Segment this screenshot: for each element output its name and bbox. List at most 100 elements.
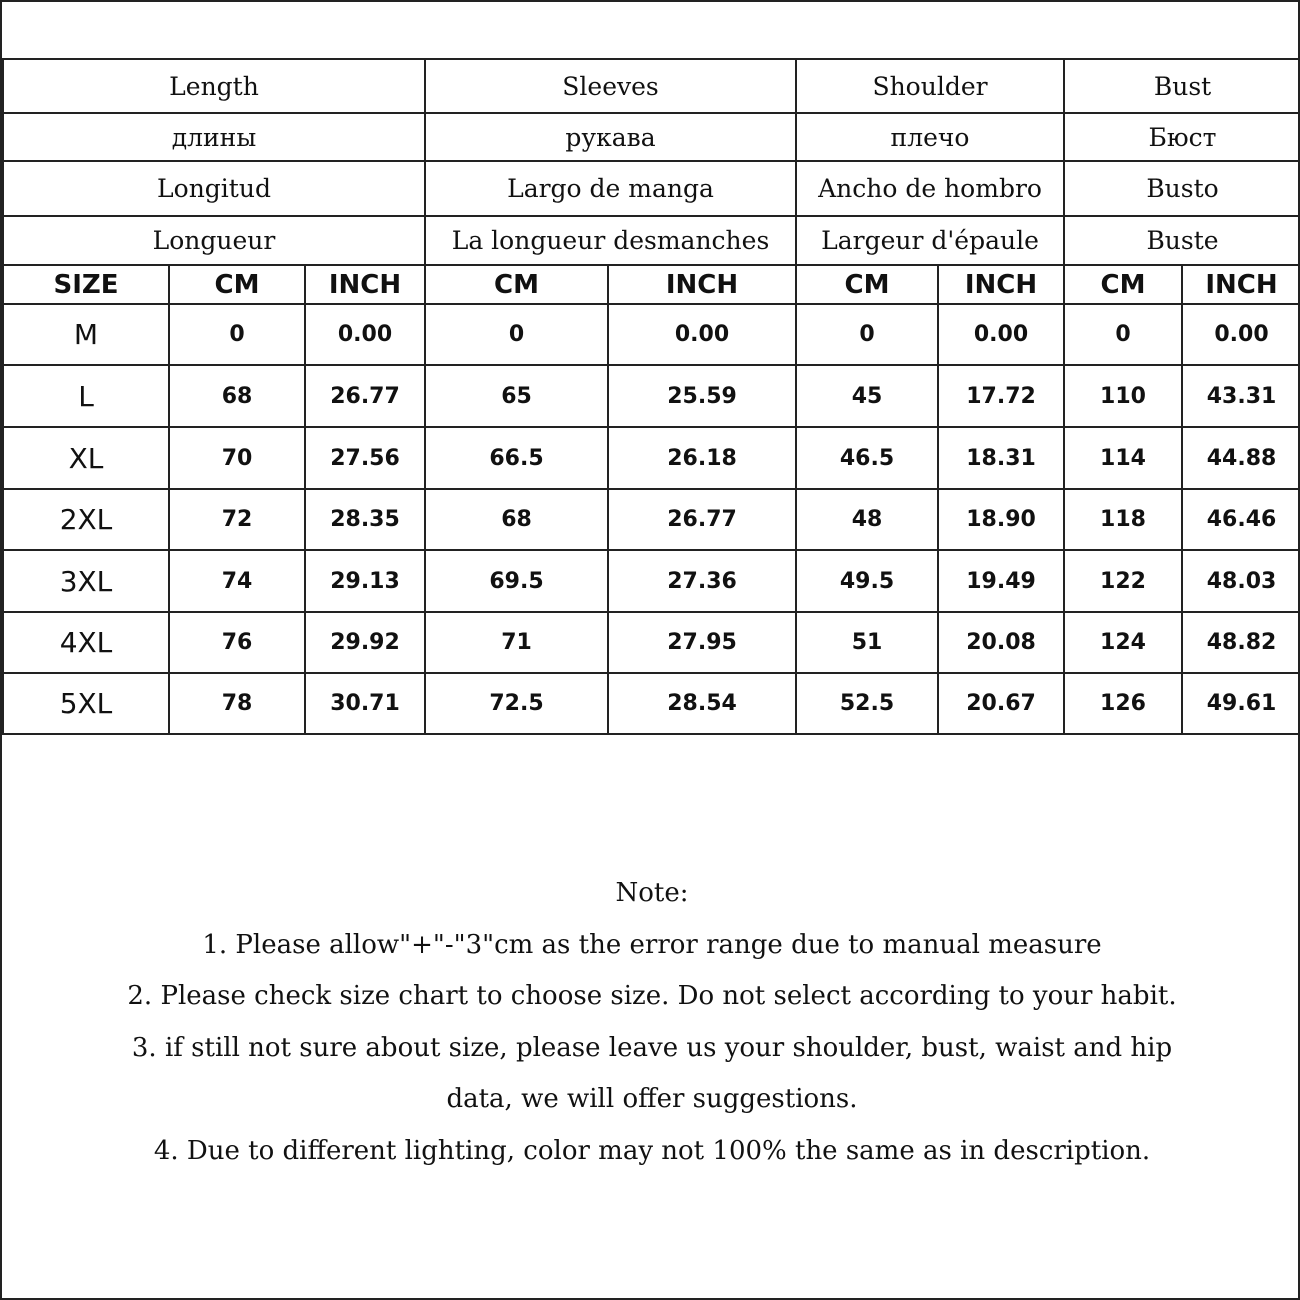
header-cell: Бюст	[1063, 112, 1300, 162]
value-cell: 48.82	[1181, 611, 1300, 674]
value-cell: 0.00	[937, 303, 1066, 366]
size-cell: 3XL	[2, 549, 170, 613]
value-cell: 27.95	[607, 611, 798, 674]
header-cell: Busto	[1063, 160, 1300, 217]
header-cell: Longitud	[1, 160, 427, 217]
header-row-fr: Longueur La longueur desmanches Largeur d'…	[1, 215, 1300, 266]
value-cell: 17.72	[937, 364, 1066, 428]
unit-cell: CM	[1063, 264, 1184, 305]
value-cell: 49.61	[1181, 672, 1300, 735]
value-cell: 124	[1063, 611, 1184, 674]
value-cell: 30.71	[303, 672, 427, 735]
unit-cell: SIZE	[2, 264, 170, 305]
header-cell: Largo de manga	[424, 160, 798, 217]
value-cell: 126	[1063, 672, 1184, 735]
value-cell: 0	[795, 303, 940, 366]
note-line: 3. if still not sure about size, please …	[131, 1032, 1173, 1063]
value-cell: 48.03	[1181, 549, 1300, 613]
value-cell: 71	[424, 611, 610, 674]
value-cell: 28.54	[607, 672, 798, 735]
value-cell: 0	[424, 303, 610, 366]
header-cell: Bust	[1063, 58, 1300, 114]
value-cell: 0.00	[1181, 303, 1300, 366]
size-cell: 5XL	[2, 672, 170, 735]
unit-row: SIZE CM INCH CM INCH CM INCH CM INCH	[2, 264, 1300, 305]
unit-cell: INCH	[1181, 264, 1300, 305]
unit-cell: INCH	[607, 264, 798, 305]
blank-header-row	[2, 2, 1300, 58]
size-cell: M	[2, 303, 170, 366]
value-cell: 20.67	[937, 672, 1066, 735]
note-line: 1. Please allow"+"-"3"cm as the error ra…	[202, 929, 1102, 960]
unit-cell: INCH	[937, 264, 1066, 305]
value-cell: 43.31	[1181, 364, 1300, 428]
value-cell: 18.31	[937, 426, 1066, 490]
size-cell: L	[2, 364, 170, 428]
unit-cell: CM	[424, 264, 610, 305]
table-row: L 68 26.77 65 25.59 45 17.72 110 43.31	[2, 364, 1300, 428]
unit-cell: INCH	[303, 264, 427, 305]
header-cell: La longueur desmanches	[424, 215, 798, 266]
unit-cell: CM	[168, 264, 306, 305]
value-cell: 28.35	[303, 488, 427, 551]
header-cell: Ancho de hombro	[795, 160, 1066, 217]
unit-cell: CM	[795, 264, 940, 305]
value-cell: 19.49	[937, 549, 1066, 613]
value-cell: 51	[795, 611, 940, 674]
header-cell: Length	[1, 58, 427, 114]
value-cell: 114	[1063, 426, 1184, 490]
notes-title: Note:	[615, 878, 689, 908]
header-cell: Longueur	[1, 215, 427, 266]
table-row: 3XL 74 29.13 69.5 27.36 49.5 19.49 122 48.03	[2, 549, 1300, 613]
value-cell: 76	[168, 611, 306, 674]
header-cell: Shoulder	[795, 58, 1066, 114]
value-cell: 110	[1063, 364, 1184, 428]
value-cell: 45	[795, 364, 940, 428]
value-cell: 72	[168, 488, 306, 551]
value-cell: 74	[168, 549, 306, 613]
value-cell: 68	[424, 488, 610, 551]
value-cell: 18.90	[937, 488, 1066, 551]
value-cell: 48	[795, 488, 940, 551]
value-cell: 20.08	[937, 611, 1066, 674]
header-row-ru: длины рукава плечо Бюст	[1, 112, 1300, 162]
value-cell: 0.00	[607, 303, 798, 366]
value-cell: 52.5	[795, 672, 940, 735]
value-cell: 26.77	[303, 364, 427, 428]
note-line: data, we will offer suggestions.	[446, 1084, 858, 1115]
value-cell: 122	[1063, 549, 1184, 613]
size-chart-table: Length Sleeves Shoulder Bust длины рукава плеч…	[1, 58, 1300, 735]
header-cell: Buste	[1063, 215, 1300, 266]
table-row: XL 70 27.56 66.5 26.18 46.5 18.31 114 44.88	[2, 426, 1300, 490]
table-row: 4XL 76 29.92 71 27.95 51 20.08 124 48.82	[2, 611, 1300, 674]
note-line: 4. Due to different lighting, color may …	[153, 1135, 1151, 1166]
value-cell: 29.13	[303, 549, 427, 613]
value-cell: 29.92	[303, 611, 427, 674]
value-cell: 27.56	[303, 426, 427, 490]
value-cell: 49.5	[795, 549, 940, 613]
value-cell: 70	[168, 426, 306, 490]
value-cell: 0.00	[303, 303, 427, 366]
value-cell: 26.77	[607, 488, 798, 551]
header-row-es: Longitud Largo de manga Ancho de hombro Bus…	[1, 160, 1300, 217]
header-row-en: Length Sleeves Shoulder Bust	[1, 58, 1300, 114]
value-cell: 26.18	[607, 426, 798, 490]
note-line: 2. Please check size chart to choose siz…	[127, 981, 1177, 1012]
table-row: M 0 0.00 0 0.00 0 0.00 0 0.00	[2, 303, 1300, 366]
value-cell: 78	[168, 672, 306, 735]
header-cell: длины	[1, 112, 427, 162]
value-cell: 44.88	[1181, 426, 1300, 490]
value-cell: 0	[168, 303, 306, 366]
size-cell: XL	[2, 426, 170, 490]
table-row: 2XL 72 28.35 68 26.77 48 18.90 118 46.46	[2, 488, 1300, 551]
size-cell: 2XL	[2, 488, 170, 551]
notes-section: Note: 1. Please allow"+"-"3"cm as the er…	[2, 868, 1300, 1178]
header-cell: Sleeves	[424, 58, 798, 114]
table-row: 5XL 78 30.71 72.5 28.54 52.5 20.67 126 49.61	[2, 672, 1300, 735]
value-cell: 27.36	[607, 549, 798, 613]
value-cell: 65	[424, 364, 610, 428]
size-cell: 4XL	[2, 611, 170, 674]
value-cell: 68	[168, 364, 306, 428]
header-cell: Largeur d'épaule	[795, 215, 1066, 266]
value-cell: 72.5	[424, 672, 610, 735]
